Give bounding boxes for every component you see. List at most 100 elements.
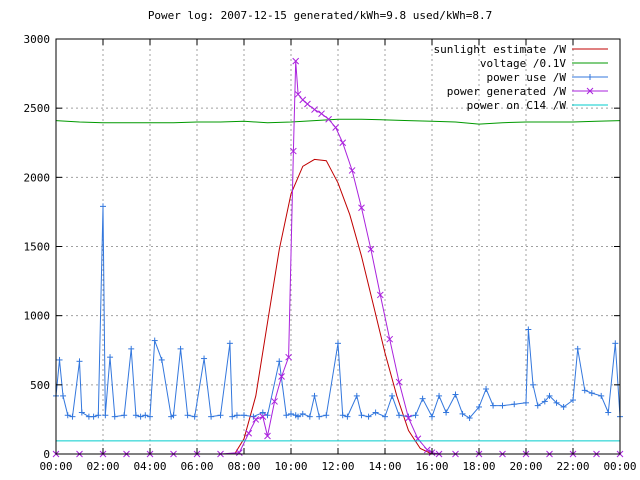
x-tick-label: 16:00 (415, 460, 448, 473)
data-point (325, 115, 332, 123)
data-point (177, 345, 184, 352)
data-point (64, 412, 71, 419)
legend-label: power on C14 /W (467, 99, 567, 112)
data-point (100, 203, 106, 210)
x-tick-label: 22:00 (556, 460, 589, 473)
data-point (348, 167, 356, 174)
marker-stroke (245, 429, 253, 437)
data-point (285, 353, 293, 361)
data-point (76, 358, 83, 365)
legend-label: power use /W (487, 71, 567, 84)
data-point (95, 412, 102, 419)
data-point (264, 432, 271, 440)
data-point (295, 413, 302, 420)
data-point (395, 378, 403, 386)
data-point (466, 415, 473, 422)
data-point (208, 413, 215, 420)
data-point (339, 139, 347, 147)
chart-title: Power log: 2007-12-15 generated/kWh=9.8 … (147, 9, 493, 22)
x-tick-label: 04:00 (133, 460, 166, 473)
marker-stroke (289, 147, 297, 155)
data-point (476, 403, 482, 410)
data-point (534, 402, 541, 409)
marker-stroke (294, 90, 302, 98)
marker-stroke (252, 416, 260, 423)
y-tick-label: 500 (30, 379, 50, 392)
marker-stroke (304, 100, 311, 108)
data-point (252, 416, 260, 423)
marker-stroke (311, 106, 318, 113)
marker-stroke (325, 115, 332, 123)
data-point (541, 398, 548, 405)
marker-stroke (259, 413, 267, 421)
data-point (525, 326, 532, 333)
x-tick-label: 02:00 (86, 460, 119, 473)
marker-stroke (405, 414, 412, 422)
data-point (191, 413, 198, 420)
legend-marker (586, 87, 594, 95)
data-point (288, 410, 294, 417)
y-tick-label: 1000 (24, 310, 51, 323)
data-point (271, 398, 278, 405)
data-point (241, 412, 247, 419)
data-point (217, 412, 224, 419)
data-point (389, 392, 396, 399)
x-tick-label: 20:00 (509, 460, 542, 473)
series-0 (234, 158, 433, 455)
data-point (511, 401, 518, 408)
marker-stroke (332, 124, 340, 131)
grid-lines (56, 39, 620, 454)
marker-stroke (285, 353, 293, 361)
data-point (560, 403, 567, 410)
x-tick-label: 12:00 (321, 460, 354, 473)
data-point (523, 399, 529, 406)
marker-stroke (423, 446, 431, 454)
data-point (226, 340, 233, 347)
data-point (605, 409, 612, 416)
data-point (353, 392, 360, 399)
data-point (499, 402, 506, 409)
data-point (233, 412, 240, 419)
plot-series (52, 57, 624, 458)
series-1 (55, 118, 621, 125)
data-point (574, 345, 581, 352)
data-point (443, 409, 450, 416)
series-line (55, 118, 621, 125)
data-point (278, 373, 285, 380)
data-point (386, 335, 394, 343)
data-point (598, 392, 605, 399)
marker-stroke (348, 167, 356, 174)
data-point (452, 391, 459, 398)
data-point (60, 392, 67, 399)
data-point (170, 412, 177, 419)
data-point (358, 412, 365, 419)
data-point (423, 446, 431, 454)
data-point (69, 413, 76, 420)
x-tick-label: 06:00 (180, 460, 213, 473)
data-point (78, 409, 85, 416)
data-point (483, 385, 490, 392)
data-point (90, 413, 97, 420)
data-point (299, 410, 306, 417)
data-point (546, 392, 553, 399)
x-tick-label: 14:00 (368, 460, 401, 473)
data-point (158, 356, 165, 363)
data-point (276, 358, 283, 365)
data-point (581, 387, 588, 394)
x-tick-label: 00:00 (603, 460, 636, 473)
data-point (365, 413, 372, 420)
data-point (429, 413, 435, 420)
marker-stroke (376, 291, 384, 299)
marker-stroke (299, 96, 307, 104)
data-point (553, 399, 560, 406)
data-point (344, 413, 351, 420)
marker-stroke (358, 204, 365, 212)
data-point (339, 412, 346, 419)
marker-stroke (367, 245, 375, 253)
axis-ticks: 0 500 1000 1500 2000 2500 3000 00:00 02:00 04:00 0… (24, 33, 637, 473)
marker-stroke (271, 398, 278, 405)
data-point (111, 413, 118, 420)
marker-stroke (339, 139, 347, 147)
data-point (229, 413, 236, 420)
